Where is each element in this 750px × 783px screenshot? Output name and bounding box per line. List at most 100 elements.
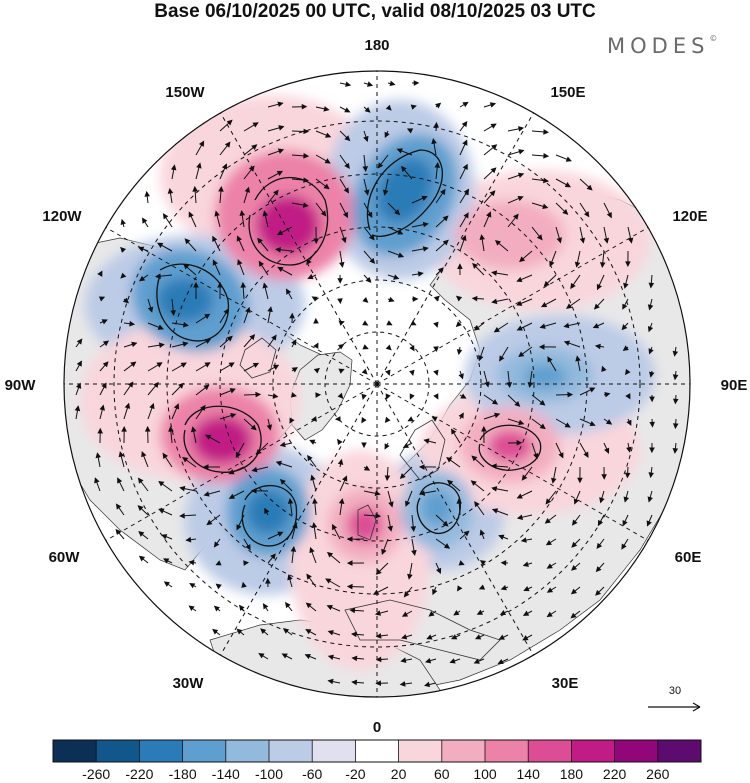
wind-vector-head (451, 428, 457, 435)
wind-vector-head (647, 304, 654, 311)
wind-vector-head (401, 634, 408, 640)
latitude-60n (219, 226, 535, 542)
wind-vector-head (337, 298, 343, 305)
wind-vector-head (455, 321, 462, 328)
wind-vector-head (364, 106, 371, 113)
wind-vector-head (212, 628, 219, 635)
wind-vector-head (596, 283, 602, 291)
wind-vector-head (301, 103, 308, 110)
wind-vector-head (494, 239, 502, 246)
wind-vector-head (137, 505, 144, 512)
wind-vector-head (364, 189, 370, 196)
wind-vector-head (243, 560, 250, 566)
wind-vector-head (521, 474, 528, 481)
land-greenland (289, 351, 353, 441)
wind-vector-head (431, 138, 437, 145)
wind-vector-head (168, 425, 174, 432)
wind-vector-head (433, 121, 439, 128)
wind-vector-head (277, 148, 285, 154)
wind-vector-head (215, 560, 222, 566)
wind-vector-head (202, 464, 209, 470)
wind-vector-head (120, 272, 127, 279)
wind-vector-head (386, 320, 393, 326)
wind-vector-head (138, 531, 145, 537)
lon-label-0: 0 (373, 719, 381, 736)
wind-vector-head (564, 422, 571, 428)
wind-vector-head (543, 153, 550, 159)
colorbar-swatch (355, 740, 400, 762)
wind-vector-head (153, 381, 159, 389)
wind-vector-head (198, 140, 205, 147)
wind-vector-head (204, 313, 211, 320)
wind-vector-head (478, 355, 484, 362)
wind-vector-head (649, 421, 655, 428)
wind-vector-head (672, 398, 679, 405)
wind-vector-head (258, 653, 265, 659)
wind-vector-head (102, 361, 109, 368)
wind-vector-head (518, 126, 525, 132)
wind-vector-head (385, 104, 392, 111)
wind-vector-head (213, 541, 220, 548)
wind-vector-head (518, 351, 525, 358)
wind-vector-head (547, 356, 553, 363)
wind-vector-head (400, 657, 407, 664)
wind-vector-head (248, 165, 255, 172)
wind-vector-head (203, 384, 210, 391)
wind-vector-head (239, 210, 246, 217)
wind-vector-head (182, 341, 189, 347)
wind-vector-head (204, 362, 211, 368)
wind-vector-head (338, 320, 345, 326)
wind-vector-head (486, 211, 492, 218)
wind-vector-head (325, 132, 332, 138)
wind-vector-head (368, 234, 375, 241)
wind-vector-head (565, 156, 572, 162)
wind-vector-head (481, 425, 487, 432)
wind-vector-head (621, 324, 628, 331)
wind-vector-head (649, 396, 655, 403)
wind-vector-head (491, 270, 498, 276)
wind-vector-head (422, 246, 429, 252)
wind-vector-head (346, 560, 353, 566)
wind-vector-head (571, 564, 578, 571)
colorbar-swatch (225, 740, 270, 762)
wind-vector-head (567, 391, 574, 398)
wind-vector-head (375, 656, 382, 663)
wind-vector-head (514, 400, 521, 407)
wind-vector-head (573, 498, 580, 505)
wind-vector-head (519, 256, 526, 263)
wind-vector-head (549, 260, 555, 267)
wind-vector-head (437, 267, 444, 274)
wind-vector-head (212, 259, 218, 266)
wind-vector-head (489, 190, 496, 197)
wind-vector-head (144, 425, 151, 432)
wind-vector-head (306, 258, 312, 266)
wind-vector-head (218, 185, 224, 192)
wind-vector-head (344, 135, 351, 142)
colorbar-swatch (571, 740, 616, 762)
wind-vector-head (240, 281, 247, 288)
wind-vector-head (527, 381, 534, 388)
wind-vector-head (338, 344, 345, 350)
wind-vector-head (149, 402, 155, 410)
latitude-40n (113, 120, 641, 648)
wind-vector-head (291, 367, 298, 373)
wind-vector-head (95, 452, 101, 459)
wind-vector-head (432, 588, 438, 596)
wind-vector-head (599, 262, 606, 269)
wind-vector-head (137, 477, 144, 484)
wind-vector-head (271, 334, 277, 341)
wind-vector-head (244, 186, 251, 193)
wind-vector-head (596, 542, 603, 549)
wind-vector-head (266, 424, 273, 431)
wind-vector-head (512, 213, 519, 220)
wind-vector-head (339, 261, 345, 268)
wind-vector-head (479, 234, 485, 241)
wind-vector-head (522, 561, 529, 567)
wind-vector-head (290, 392, 297, 398)
wind-vector-head (342, 211, 349, 219)
streamline-us-ridge (183, 405, 262, 473)
wind-vector-head (428, 611, 435, 617)
wind-vector-head (375, 633, 382, 639)
wind-vector-head (601, 474, 607, 480)
